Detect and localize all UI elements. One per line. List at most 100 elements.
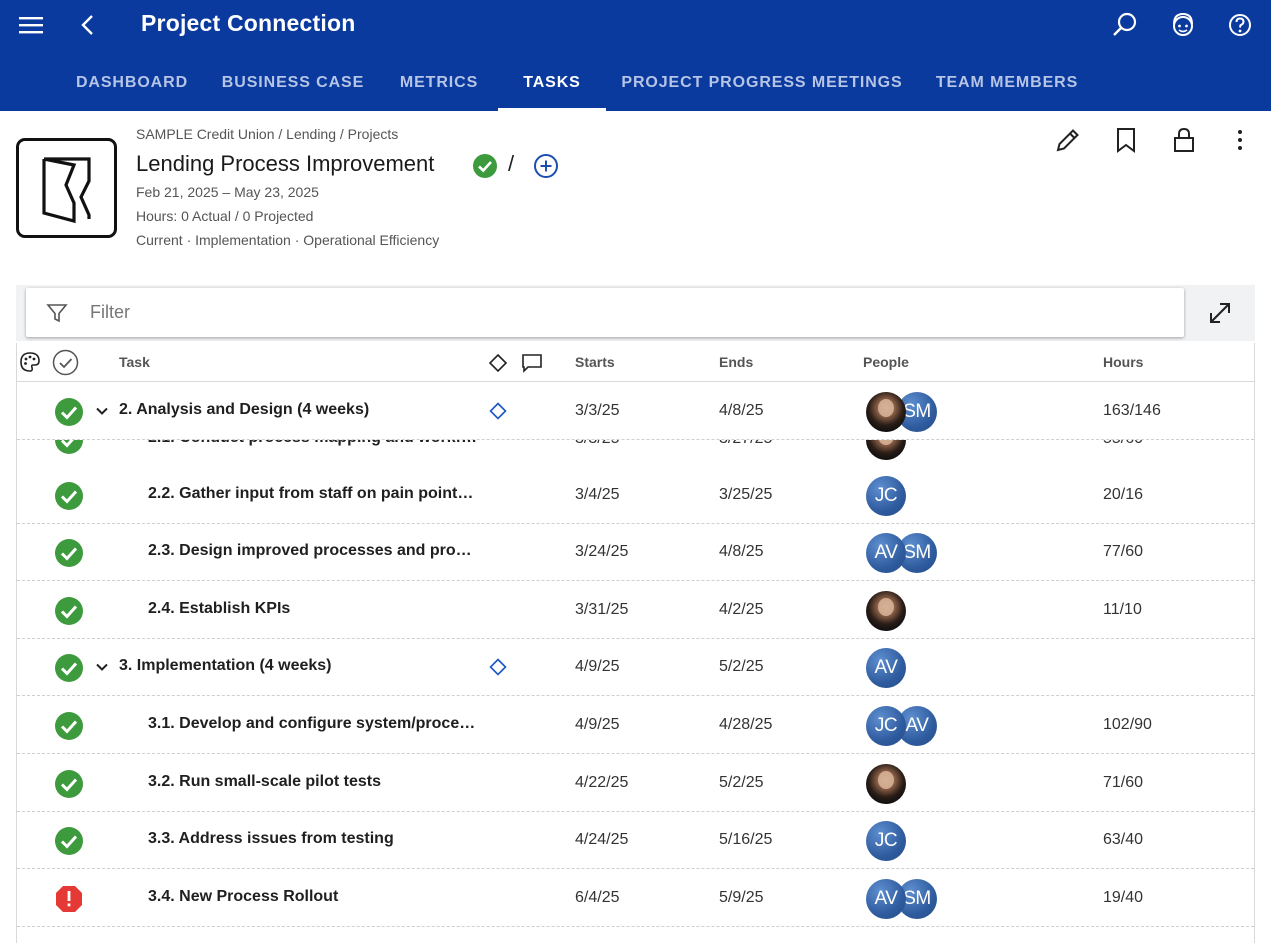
hours-value: 102/90 — [1103, 716, 1152, 733]
menu-icon[interactable] — [16, 12, 46, 38]
col-ends[interactable]: Ends — [719, 354, 754, 370]
back-arrow-icon[interactable] — [76, 12, 100, 38]
tab-bar: DASHBOARD BUSINESS CASE METRICS TASKS PR… — [0, 56, 1271, 111]
title-separator: / — [508, 151, 515, 176]
help-icon[interactable] — [1226, 11, 1254, 39]
avatar[interactable]: AV — [866, 879, 906, 919]
end-date: 4/2/25 — [719, 601, 764, 618]
breadcrumb[interactable]: SAMPLE Credit Union / Lending / Projects — [136, 126, 399, 142]
app-title: Project Connection — [141, 10, 356, 36]
table-row[interactable]: 3.2. Run small-scale pilot tests 4/22/25 5… — [17, 755, 1254, 812]
table-row[interactable]: 2. Analysis and Design (4 weeks) 3/3/25 4/… — [17, 383, 1254, 440]
project-hours: Hours: 0 Actual / 0 Projected — [136, 208, 314, 224]
tab-business-case[interactable]: BUSINESS CASE — [221, 74, 365, 91]
col-people[interactable]: People — [863, 354, 909, 370]
blocked-octagon-icon[interactable] — [54, 884, 84, 914]
col-starts[interactable]: Starts — [575, 354, 615, 370]
project-tags: Current · Implementation · Operational E… — [136, 232, 440, 248]
avatar[interactable]: JC — [866, 706, 906, 746]
page-title: Lending Process Improvement — [136, 151, 435, 176]
tab-metrics[interactable]: METRICS — [399, 74, 479, 91]
app-bar-top: Project Connection — [0, 0, 1271, 52]
add-circle-icon[interactable] — [533, 153, 559, 179]
support-icon[interactable] — [1169, 11, 1197, 39]
search-icon[interactable] — [1111, 11, 1139, 39]
table-row[interactable]: 3.3. Address issues from testing 4/24/25 5… — [17, 812, 1254, 869]
table-row[interactable]: 2.2. Gather input from staff on pain poi… — [17, 467, 1254, 524]
bookmark-icon[interactable] — [1112, 126, 1140, 154]
palette-icon[interactable] — [19, 351, 41, 373]
filter-input[interactable] — [90, 298, 1170, 326]
check-circle-icon[interactable] — [54, 711, 84, 741]
check-all-icon[interactable] — [52, 349, 79, 376]
table-row[interactable]: 3.4. New Process Rollout 6/4/25 5/9/25 19/4… — [17, 870, 1254, 927]
filter-funnel-icon — [46, 304, 68, 323]
edit-pencil-icon[interactable] — [1054, 126, 1082, 154]
task-grid: Task Starts Ends People Hours 2. Analysi… — [16, 343, 1255, 943]
avatar[interactable]: JC — [866, 476, 906, 516]
check-circle-icon[interactable] — [54, 397, 84, 427]
tab-project-progress-meetings[interactable]: PROJECT PROGRESS MEETINGS — [621, 74, 903, 91]
start-date: 6/4/25 — [575, 889, 620, 906]
hours-value: 63/40 — [1103, 831, 1144, 848]
task-name[interactable]: 3.4. New Process Rollout — [148, 888, 339, 905]
comment-icon[interactable] — [521, 352, 543, 374]
check-circle-icon[interactable] — [54, 826, 84, 856]
avatar[interactable]: SM — [897, 533, 937, 573]
col-task[interactable]: Task — [119, 354, 150, 370]
hours-value: 163/146 — [1103, 402, 1161, 419]
task-name[interactable]: 2.3. Design improved processes and pro… — [148, 542, 472, 559]
hours-value: 20/16 — [1103, 486, 1144, 503]
check-circle-icon[interactable] — [54, 769, 84, 799]
hours-value: 19/40 — [1103, 889, 1144, 906]
project-dates: Feb 21, 2025 – May 23, 2025 — [136, 184, 319, 200]
task-name[interactable]: 3. Implementation (4 weeks) — [119, 657, 332, 674]
end-date: 5/2/25 — [719, 658, 764, 675]
lock-icon[interactable] — [1170, 126, 1198, 154]
start-date: 3/3/25 — [575, 402, 620, 419]
avatar[interactable]: AV — [866, 648, 906, 688]
start-date: 3/24/25 — [575, 543, 629, 560]
task-name[interactable]: 3.3. Address issues from testing — [148, 830, 394, 847]
start-date: 4/9/25 — [575, 658, 620, 675]
avatar[interactable] — [866, 764, 906, 804]
hours-value: 77/60 — [1103, 543, 1144, 560]
check-circle-icon[interactable] — [54, 596, 84, 626]
start-date: 4/9/25 — [575, 716, 620, 733]
task-name[interactable]: 2. Analysis and Design (4 weeks) — [119, 401, 370, 418]
task-name[interactable]: 2.4. Establish KPIs — [148, 600, 291, 617]
milestone-diamond-icon — [489, 658, 507, 676]
task-name[interactable]: 2.2. Gather input from staff on pain poi… — [148, 485, 474, 502]
avatar[interactable] — [866, 591, 906, 631]
expand-icon[interactable] — [1206, 299, 1234, 327]
col-hours[interactable]: Hours — [1103, 354, 1144, 370]
milestone-diamond-icon[interactable] — [488, 353, 508, 373]
start-date: 3/31/25 — [575, 601, 629, 618]
check-circle-icon[interactable] — [54, 538, 84, 568]
chevron-down-icon[interactable] — [94, 403, 110, 419]
avatar[interactable]: JC — [866, 821, 906, 861]
more-vert-icon[interactable] — [1226, 126, 1254, 154]
check-circle-icon — [473, 154, 497, 178]
check-circle-icon[interactable] — [54, 653, 84, 683]
start-date: 3/4/25 — [575, 486, 620, 503]
table-row[interactable]: 3. Implementation (4 weeks) 4/9/25 5/2/25 A… — [17, 639, 1254, 696]
end-date: 5/2/25 — [719, 774, 764, 791]
filter-bar — [26, 288, 1184, 337]
table-row[interactable]: 2.3. Design improved processes and pro… 3… — [17, 524, 1254, 581]
end-date: 3/25/25 — [719, 486, 773, 503]
table-row[interactable]: 2.4. Establish KPIs 3/31/25 4/2/25 11/10 — [17, 582, 1254, 639]
table-row[interactable]: 3.1. Develop and configure system/proce…… — [17, 697, 1254, 754]
end-date: 4/8/25 — [719, 543, 764, 560]
avatar[interactable] — [866, 392, 906, 432]
task-name[interactable]: 3.1. Develop and configure system/proce… — [148, 715, 476, 732]
check-circle-icon[interactable] — [54, 481, 84, 511]
avatar[interactable]: AV — [866, 533, 906, 573]
chevron-down-icon[interactable] — [94, 659, 110, 675]
tab-tasks[interactable]: TASKS — [498, 56, 606, 111]
tab-dashboard[interactable]: DASHBOARD — [75, 74, 189, 91]
hours-value: 11/10 — [1103, 601, 1142, 618]
task-name[interactable]: 3.2. Run small-scale pilot tests — [148, 773, 381, 790]
project-logo — [16, 138, 117, 238]
tab-team-members[interactable]: TEAM MEMBERS — [935, 74, 1079, 91]
